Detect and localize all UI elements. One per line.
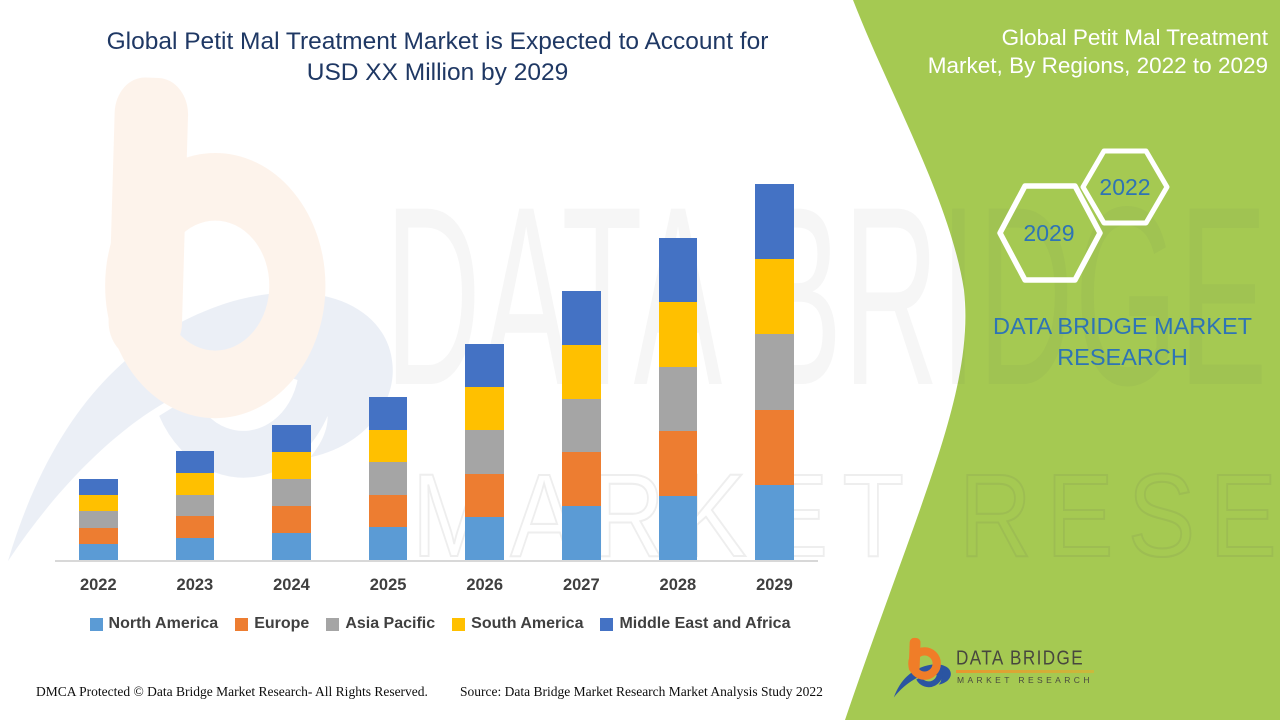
legend-item: Asia Pacific (326, 615, 435, 633)
bar-2029 (755, 184, 794, 560)
bar-segment-middle-east-and-africa (368, 397, 408, 430)
x-axis-label: 2028 (659, 576, 697, 594)
legend-swatch-icon (235, 617, 249, 631)
bar-segment-south-america (175, 472, 215, 495)
x-axis-label: 2023 (176, 576, 214, 594)
brand-wordmark-line2: RESEARCH (1057, 344, 1188, 370)
bar-segment-north-america (658, 495, 698, 560)
bar-2025 (368, 397, 408, 560)
bar-segment-middle-east-and-africa (658, 238, 698, 303)
legend-label: Europe (254, 615, 310, 632)
panel-title-line1: Global Petit Mal Treatment (1001, 25, 1268, 50)
x-axis-label: 2025 (369, 576, 407, 594)
legend-swatch-icon (326, 617, 340, 631)
brand-wordmark-line1: DATA BRIDGE MARKET (993, 313, 1252, 339)
bar-segment-europe (562, 452, 601, 507)
legend-item: Middle East and Africa (600, 615, 790, 633)
legend-swatch-icon (89, 617, 103, 631)
bar-segment-europe (79, 527, 118, 544)
bar-segment-asia-pacific (79, 511, 118, 528)
databridge-logo-name: DATA BRIDGE (956, 646, 1085, 669)
legend-label: Asia Pacific (345, 615, 436, 632)
bar-segment-north-america (755, 484, 794, 560)
bar-segment-south-america (658, 302, 698, 367)
hexagon-2022-label: 2022 (1099, 174, 1150, 200)
bar-segment-asia-pacific (272, 479, 311, 506)
bar-segment-asia-pacific (465, 430, 504, 474)
brand-wordmark: DATA BRIDGE MARKET RESEARCH (985, 311, 1260, 373)
chart-title-line2: USD XX Million by 2029 (306, 59, 569, 86)
source-note: Source: Data Bridge Market Research Mark… (460, 684, 823, 699)
bar-segment-south-america (562, 344, 601, 399)
bar-2023 (175, 451, 215, 560)
x-axis-label: 2027 (562, 576, 600, 594)
x-axis-label: 2026 (466, 576, 504, 594)
legend-label: Middle East and Africa (619, 615, 791, 632)
bar-segment-asia-pacific (755, 334, 794, 410)
bar-segment-north-america (562, 506, 601, 560)
databridge-logo: DATA BRIDGE MARKET RESEARCH (890, 636, 1120, 708)
bar-2022 (79, 479, 118, 560)
bar-segment-europe (658, 431, 698, 496)
bar-segment-europe (755, 409, 794, 485)
bar-segment-europe (465, 473, 504, 517)
hexagon-2022-icon (1080, 148, 1170, 226)
panel-title-line2: Market, By Regions, 2022 to 2029 (927, 53, 1268, 78)
legend-item: South America (452, 615, 583, 633)
bar-segment-middle-east-and-africa (175, 451, 215, 473)
bar-segment-north-america (79, 543, 118, 560)
hexagon-badges: 2029 2022 (997, 148, 1170, 283)
x-axis-label: 2029 (756, 576, 793, 594)
bar-segment-north-america (175, 538, 215, 560)
x-axis-label: 2024 (273, 576, 310, 594)
databridge-logo-icon (893, 637, 951, 698)
bar-segment-asia-pacific (658, 366, 698, 432)
x-axis-line (55, 560, 818, 562)
panel-title: Global Petit Mal Treatment Market, By Re… (848, 24, 1268, 80)
bar-segment-middle-east-and-africa (272, 425, 311, 452)
bar-segment-europe (368, 494, 408, 528)
chart-title: Global Petit Mal Treatment Market is Exp… (60, 26, 815, 88)
chart-title-line1: Global Petit Mal Treatment Market is Exp… (106, 28, 769, 55)
dmca-notice: DMCA Protected © Data Bridge Market Rese… (36, 684, 428, 699)
bar-segment-asia-pacific (368, 462, 408, 495)
logo-underline (956, 670, 1094, 673)
bar-segment-middle-east-and-africa (79, 479, 118, 496)
stacked-bar-chart: 2022 2023 2024 2025 2026 2027 2028 2029 (55, 184, 818, 594)
bar-segment-north-america (465, 516, 504, 560)
bar-segment-south-america (79, 495, 118, 512)
watermark-text: DATA BRIDGE (385, 154, 1269, 439)
legend-swatch-icon (600, 617, 614, 631)
bar-segment-middle-east-and-africa (755, 184, 794, 260)
bar-segment-south-america (368, 429, 408, 463)
bar-segment-south-america (272, 452, 311, 479)
bar-segment-north-america (368, 527, 408, 560)
legend-item: Europe (235, 615, 309, 633)
bar-segment-middle-east-and-africa (562, 291, 601, 345)
bar-segment-asia-pacific (175, 494, 215, 517)
bar-2027 (562, 291, 601, 560)
legend-label: North America (108, 615, 219, 632)
databridge-logo-subtitle: MARKET RESEARCH (957, 675, 1093, 685)
bar-segment-asia-pacific (562, 398, 601, 453)
hexagon-2029-label: 2029 (1023, 220, 1074, 246)
hexagon-2029-icon (997, 183, 1103, 283)
bar-segment-middle-east-and-africa (465, 344, 504, 388)
bar-segment-europe (175, 516, 215, 539)
legend-swatch-icon (452, 617, 466, 631)
bar-2028 (658, 238, 698, 560)
chart-legend: North America Europe Asia Pacific South Ame… (40, 615, 840, 633)
bar-segment-south-america (465, 387, 504, 431)
legend-item: North America (89, 615, 219, 633)
bar-segment-north-america (272, 533, 311, 560)
legend-label: South America (471, 615, 584, 632)
bar-2026 (465, 344, 504, 560)
bar-segment-europe (272, 506, 311, 533)
bar-segment-south-america (755, 259, 794, 335)
x-axis-label: 2022 (79, 576, 117, 594)
bar-2024 (272, 425, 311, 560)
